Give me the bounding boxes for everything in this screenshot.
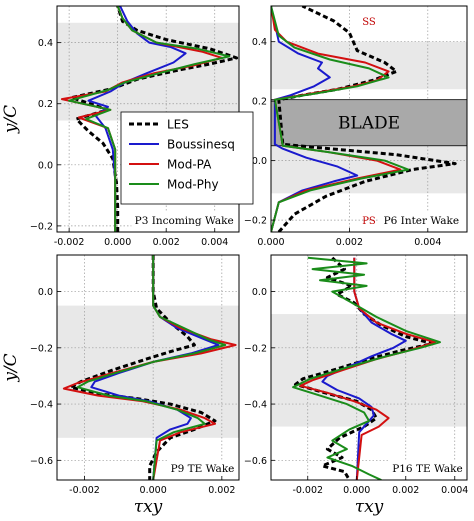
x-axis-label: τxy xyxy=(355,497,384,517)
x-tick-label: 0.004 xyxy=(441,485,468,496)
panel-p16: -0.002 0.000 0.002 0.004 −0.6 −0.4 −0.2 0.0 P16 … xyxy=(244,254,468,517)
x-tick-label: 0.004 xyxy=(201,237,228,248)
legend-label: LES xyxy=(167,118,189,132)
panel-label: P9 TE Wake xyxy=(171,463,235,475)
y-tick-label: 0.2 xyxy=(38,99,53,110)
series-line-mod-pa xyxy=(299,257,437,480)
y-axis-label: y/C xyxy=(1,353,21,382)
x-tick-label: 0.002 xyxy=(208,485,235,496)
y-tick-label: −0.6 xyxy=(30,456,53,467)
y-tick-label: −0.4 xyxy=(244,400,267,411)
y-tick-label: 0.2 xyxy=(252,97,267,108)
y-axis-label: y/C xyxy=(1,105,21,134)
panel-label-box xyxy=(168,460,237,476)
panel-label: P6 Inter Wake xyxy=(384,215,460,227)
panel-p9: -0.002 0.000 0.002 −0.6 −0.4 −0.2 0.0 P9 TE Wak… xyxy=(1,254,240,517)
series-line-mod-phy xyxy=(271,6,410,232)
legend-label: Mod-Phy xyxy=(167,178,219,192)
legend-box xyxy=(120,111,254,205)
panel-label-box xyxy=(377,212,465,228)
panel-label-box xyxy=(389,460,465,476)
legend-label: Mod-PA xyxy=(167,158,212,172)
y-tick-label: 0.4 xyxy=(252,37,267,48)
x-tick-label: -0.002 xyxy=(54,237,85,248)
axes-frame xyxy=(270,5,468,233)
series-line-mod-phy xyxy=(76,255,227,480)
x-tick-label: 0.000 xyxy=(140,485,167,496)
panel-label: P3 Incoming Wake xyxy=(135,215,234,227)
y-tick-label: −0.4 xyxy=(30,400,53,411)
x-tick-label: 0.004 xyxy=(414,237,441,248)
y-tick-label: −0.2 xyxy=(30,343,53,354)
y-tick-label: −0.2 xyxy=(30,221,53,232)
series-line-boussinesq xyxy=(271,6,359,232)
legend-label: Boussinesq xyxy=(167,138,235,152)
x-tick-label: 0.000 xyxy=(257,237,284,248)
y-tick-label: −0.2 xyxy=(244,216,267,227)
x-tick-label: 0.002 xyxy=(153,237,180,248)
side-label: SS xyxy=(362,17,376,28)
panels: -0.002 0.000 0.002 0.004 −0.2 0.0 0.2 0.4 P3 Inc… xyxy=(1,5,468,517)
y-tick-label: 0.0 xyxy=(252,156,267,167)
y-tick-label: 0.4 xyxy=(38,38,53,49)
x-tick-label: -0.002 xyxy=(292,485,323,496)
x-axis-label: τxy xyxy=(134,497,163,517)
panel-label-box xyxy=(131,212,237,228)
series-line-boussinesq xyxy=(90,255,220,480)
y-tick-label: 0.0 xyxy=(38,160,53,171)
panel-p6: BLADE SS PS 0.000 0.002 0.004 −0.2 0.0 0.2 0.4 P6 … xyxy=(244,5,468,248)
y-tick-label: −0.2 xyxy=(244,343,267,354)
series-line-mod-phy xyxy=(292,256,441,480)
series-line-mod-phy xyxy=(68,6,231,232)
y-tick-label: 0.0 xyxy=(38,287,53,298)
blade-label: BLADE xyxy=(338,114,400,134)
y-tick-label: 0.0 xyxy=(252,287,267,298)
series-line-mod-pa xyxy=(62,255,237,480)
panel-label: P16 TE Wake xyxy=(392,463,463,475)
side-label: PS xyxy=(362,216,376,227)
x-tick-label: 0.000 xyxy=(343,485,370,496)
x-tick-label: -0.002 xyxy=(69,485,100,496)
x-tick-label: 0.002 xyxy=(392,485,419,496)
legend: LES Boussinesq Mod-PA Mod-Phy xyxy=(120,111,254,205)
axes-frame xyxy=(56,254,240,481)
x-tick-label: 0.000 xyxy=(104,237,131,248)
y-tick-label: −0.6 xyxy=(244,456,267,467)
x-tick-label: 0.002 xyxy=(336,237,363,248)
axes-frame xyxy=(270,254,468,481)
